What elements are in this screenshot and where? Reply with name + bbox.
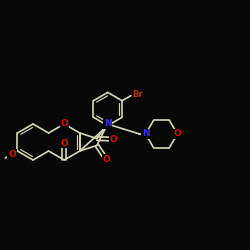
Text: O: O [8, 150, 16, 159]
Text: O: O [60, 120, 68, 128]
Text: Br: Br [132, 90, 143, 99]
Text: O: O [60, 138, 68, 147]
Text: N: N [104, 120, 111, 128]
Text: O: O [110, 135, 118, 144]
Text: O: O [174, 130, 181, 138]
Text: O: O [102, 155, 110, 164]
Text: N: N [142, 130, 150, 138]
